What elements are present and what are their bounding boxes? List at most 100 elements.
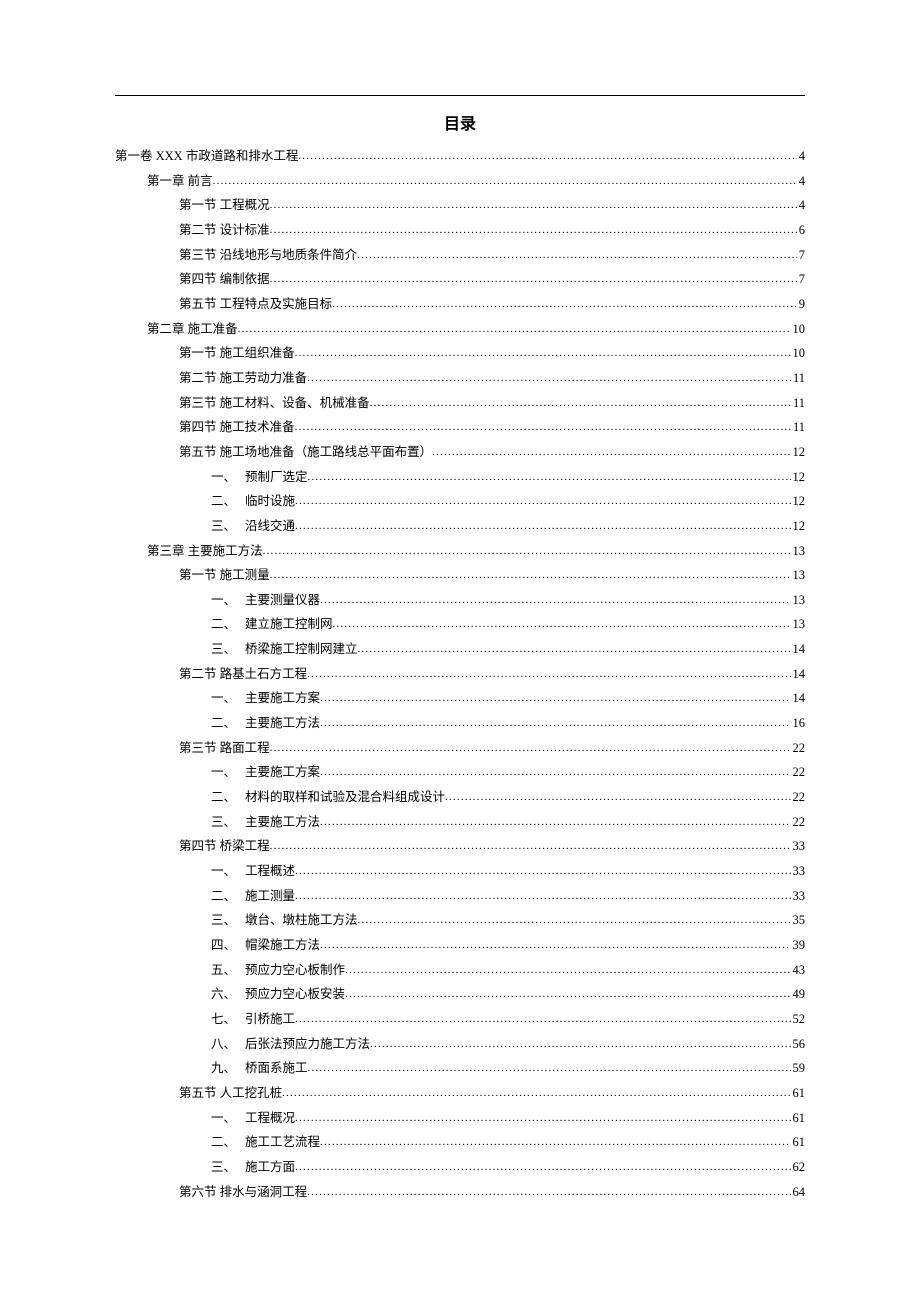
toc-entry-page: 6 xyxy=(797,218,805,243)
toc-leader-dots xyxy=(295,516,790,538)
toc-leader-dots xyxy=(307,368,791,390)
toc-entry-text: 主要施工方法 xyxy=(245,716,320,730)
toc-leader-dots xyxy=(333,614,791,636)
toc-entry-label: 三、墩台、墩柱施工方法 xyxy=(211,908,358,933)
toc-entry-page: 14 xyxy=(791,662,806,687)
toc-leader-dots xyxy=(320,713,790,735)
toc-leader-dots xyxy=(370,393,791,415)
toc-leader-dots xyxy=(320,935,790,957)
toc-entry-page: 4 xyxy=(797,144,805,169)
toc-entry-label: 一、主要施工方案 xyxy=(211,686,320,711)
toc-entry: 第四节 编制依据 7 xyxy=(115,267,805,292)
toc-entry-label: 第三节 路面工程 xyxy=(179,736,270,761)
toc-leader-dots xyxy=(345,984,790,1006)
toc-entry-page: 35 xyxy=(791,908,806,933)
toc-leader-dots xyxy=(295,417,791,439)
toc-leader-dots xyxy=(320,812,790,834)
toc-entry-label: 第五节 施工场地准备（施工路线总平面布置） xyxy=(179,440,432,465)
toc-entry: 第六节 排水与涵洞工程 64 xyxy=(115,1180,805,1205)
toc-leader-dots xyxy=(295,1108,790,1130)
toc-entry-page: 39 xyxy=(791,933,806,958)
toc-entry-page: 14 xyxy=(791,637,806,662)
toc-entry-label: 一、工程概述 xyxy=(211,859,295,884)
toc-entry-label: 一、预制厂选定 xyxy=(211,465,308,490)
toc-entry-page: 61 xyxy=(791,1081,806,1106)
toc-entry-label: 二、施工测量 xyxy=(211,884,295,909)
toc-entry: 一、主要施工方案 14 xyxy=(115,686,805,711)
toc-leader-dots xyxy=(295,886,790,908)
toc-entry: 第一节 工程概况 4 xyxy=(115,193,805,218)
toc-leader-dots xyxy=(295,861,790,883)
toc-entry-page: 33 xyxy=(791,859,806,884)
toc-entry: 第三章 主要施工方法 13 xyxy=(115,539,805,564)
toc-entry: 三、桥梁施工控制网建立 14 xyxy=(115,637,805,662)
toc-entry-page: 4 xyxy=(797,193,805,218)
toc-entry-text: 建立施工控制网 xyxy=(245,617,333,631)
toc-entry-text: 沿线交通 xyxy=(245,519,295,533)
toc-entry-text: 工程概述 xyxy=(245,864,295,878)
toc-entry-label: 第二节 路基土石方工程 xyxy=(179,662,307,687)
toc-entry-label: 第四节 编制依据 xyxy=(179,267,270,292)
toc-entry-page: 16 xyxy=(791,711,806,736)
toc-entry-page: 52 xyxy=(791,1007,806,1032)
toc-entry-page: 33 xyxy=(791,884,806,909)
toc-leader-dots xyxy=(358,639,791,661)
toc-entry-number: 三、 xyxy=(211,1155,245,1180)
toc-entry-page: 10 xyxy=(791,317,806,342)
toc-entry-number: 二、 xyxy=(211,1130,245,1155)
toc-entry-label: 第二节 设计标准 xyxy=(179,218,270,243)
toc-entry-label: 一、主要测量仪器 xyxy=(211,588,320,613)
toc-entry-number: 四、 xyxy=(211,933,245,958)
toc-entry: 第三节 沿线地形与地质条件简介 7 xyxy=(115,243,805,268)
toc-entry-text: 临时设施 xyxy=(245,494,295,508)
toc-entry: 第二节 施工劳动力准备 11 xyxy=(115,366,805,391)
toc-entry: 第一节 施工测量 13 xyxy=(115,563,805,588)
toc-entry-page: 43 xyxy=(791,958,806,983)
toc-entry-number: 二、 xyxy=(211,489,245,514)
toc-entry-page: 12 xyxy=(791,440,806,465)
toc-entry-page: 11 xyxy=(791,366,805,391)
toc-entry: 第四节 施工技术准备 11 xyxy=(115,415,805,440)
toc-entry-page: 13 xyxy=(791,539,806,564)
toc-leader-dots xyxy=(320,688,790,710)
toc-entry-number: 二、 xyxy=(211,785,245,810)
toc-entry-page: 13 xyxy=(791,612,806,637)
toc-entry: 第三节 路面工程 22 xyxy=(115,736,805,761)
toc-list: 第一卷 XXX 市政道路和排水工程 4第一章 前言 4第一节 工程概况 4第二节… xyxy=(115,144,805,1204)
top-rule xyxy=(115,95,805,96)
toc-leader-dots xyxy=(282,1083,790,1105)
toc-leader-dots xyxy=(295,343,791,365)
toc-entry: 四、帽梁施工方法 39 xyxy=(115,933,805,958)
toc-entry-label: 二、材料的取样和试验及混合料组成设计 xyxy=(211,785,445,810)
toc-entry: 二、主要施工方法 16 xyxy=(115,711,805,736)
toc-entry: 第一章 前言 4 xyxy=(115,169,805,194)
toc-entry-label: 第五节 工程特点及实施目标 xyxy=(179,292,332,317)
toc-entry-label: 第三节 沿线地形与地质条件简介 xyxy=(179,243,357,268)
toc-leader-dots xyxy=(320,590,790,612)
toc-entry: 二、施工测量 33 xyxy=(115,884,805,909)
toc-entry-text: 桥面系施工 xyxy=(245,1061,308,1075)
toc-entry-label: 第五节 人工挖孔桩 xyxy=(179,1081,282,1106)
toc-entry: 二、建立施工控制网 13 xyxy=(115,612,805,637)
toc-entry-page: 61 xyxy=(791,1106,806,1131)
toc-entry-label: 第一卷 XXX 市政道路和排水工程 xyxy=(115,144,298,169)
toc-entry-page: 7 xyxy=(797,267,805,292)
toc-leader-dots xyxy=(445,787,790,809)
toc-entry-label: 第一节 工程概况 xyxy=(179,193,270,218)
toc-entry: 一、工程概述 33 xyxy=(115,859,805,884)
toc-leader-dots xyxy=(307,664,790,686)
toc-entry: 一、主要测量仪器 13 xyxy=(115,588,805,613)
toc-entry-text: 后张法预应力施工方法 xyxy=(245,1037,370,1051)
toc-leader-dots xyxy=(308,1058,791,1080)
toc-entry-text: 主要施工方案 xyxy=(245,765,320,779)
toc-entry-text: 工程概况 xyxy=(245,1111,295,1125)
page-container: 目录 第一卷 XXX 市政道路和排水工程 4第一章 前言 4第一节 工程概况 4… xyxy=(0,0,920,1264)
toc-entry-number: 三、 xyxy=(211,514,245,539)
toc-entry-label: 九、桥面系施工 xyxy=(211,1056,308,1081)
toc-entry-number: 二、 xyxy=(211,884,245,909)
toc-entry-page: 12 xyxy=(791,489,806,514)
toc-entry-number: 一、 xyxy=(211,1106,245,1131)
toc-entry-label: 三、桥梁施工控制网建立 xyxy=(211,637,358,662)
toc-entry-number: 二、 xyxy=(211,711,245,736)
toc-entry: 五、预应力空心板制作 43 xyxy=(115,958,805,983)
